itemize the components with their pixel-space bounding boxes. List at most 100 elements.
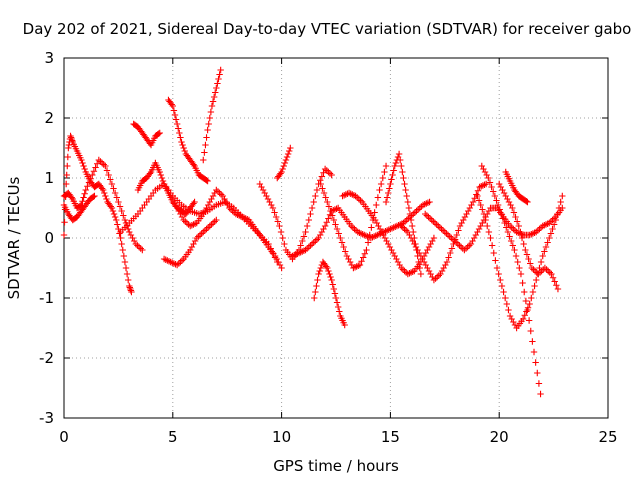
data-point <box>168 101 175 108</box>
data-point <box>530 348 538 356</box>
data-point <box>381 168 388 176</box>
series-arc16 <box>339 189 438 278</box>
data-point <box>349 191 356 198</box>
data-point <box>424 264 431 272</box>
data-point <box>111 213 119 221</box>
data-point <box>515 222 522 230</box>
data-point <box>481 168 489 176</box>
data-point <box>203 134 210 141</box>
data-point <box>329 281 336 288</box>
data-point <box>374 194 382 201</box>
data-point <box>451 237 458 245</box>
series-arc18 <box>398 180 490 284</box>
data-point <box>458 219 465 227</box>
data-point <box>357 197 364 204</box>
data-point <box>278 168 285 176</box>
data-point <box>504 228 512 236</box>
data-point <box>406 231 413 239</box>
data-point <box>79 159 86 167</box>
data-point <box>264 195 272 203</box>
data-point <box>443 258 451 266</box>
data-point <box>349 224 357 231</box>
data-point <box>519 315 527 323</box>
data-point <box>448 245 456 252</box>
data-point <box>156 168 163 176</box>
data-point <box>61 219 68 226</box>
data-point <box>132 240 140 248</box>
data-point <box>273 255 280 263</box>
data-point <box>429 237 436 245</box>
data-point <box>118 240 125 248</box>
data-point <box>108 180 116 188</box>
data-point <box>536 225 543 233</box>
data-point <box>480 210 488 218</box>
data-point <box>470 234 478 242</box>
data-point <box>315 234 322 242</box>
data-point <box>81 190 88 197</box>
data-point <box>279 165 286 173</box>
data-point <box>519 279 526 287</box>
data-point <box>204 201 212 209</box>
data-point <box>407 269 415 276</box>
data-point <box>456 222 464 230</box>
data-point <box>507 237 515 245</box>
data-point <box>486 179 494 186</box>
data-point <box>338 239 346 246</box>
series-arc8 <box>200 66 224 164</box>
data-point <box>216 189 223 197</box>
data-point <box>499 186 506 194</box>
data-point <box>107 203 114 210</box>
data-point <box>441 228 448 236</box>
data-point <box>532 276 540 284</box>
data-point <box>313 282 320 290</box>
data-point <box>518 234 526 242</box>
data-point <box>388 246 395 254</box>
data-point <box>510 225 517 233</box>
data-point <box>320 169 327 176</box>
data-point <box>209 219 217 227</box>
data-point <box>307 210 314 218</box>
data-point <box>351 225 358 233</box>
data-point <box>509 242 516 249</box>
data-point <box>382 162 390 170</box>
series-arc17 <box>382 150 425 278</box>
data-point <box>113 216 120 224</box>
data-point <box>539 252 546 260</box>
data-point <box>364 239 372 246</box>
data-point <box>466 242 473 249</box>
data-point <box>537 258 545 266</box>
data-point <box>498 282 506 290</box>
data-point <box>415 258 422 266</box>
data-point <box>448 234 455 242</box>
data-point <box>496 180 503 188</box>
data-point <box>345 255 352 263</box>
data-point <box>466 204 474 212</box>
data-point <box>118 207 125 215</box>
data-point <box>170 107 178 114</box>
data-point <box>217 66 224 74</box>
data-point <box>281 240 288 248</box>
data-point <box>98 159 106 167</box>
data-point <box>516 264 523 272</box>
data-point <box>177 134 184 141</box>
data-point <box>543 266 550 273</box>
data-point <box>508 315 515 323</box>
data-point <box>480 165 487 173</box>
data-point <box>256 180 264 188</box>
data-point <box>411 209 419 216</box>
data-point <box>330 216 338 224</box>
data-point <box>326 170 334 177</box>
data-point <box>358 258 365 265</box>
data-point <box>407 216 415 224</box>
data-point <box>321 222 329 230</box>
data-point <box>435 222 442 230</box>
data-point <box>259 186 267 194</box>
data-point <box>551 278 558 285</box>
data-point <box>461 213 469 221</box>
data-point <box>422 249 429 257</box>
data-point <box>375 222 382 230</box>
data-point <box>206 222 213 230</box>
data-point <box>432 275 439 282</box>
data-point <box>128 288 135 296</box>
data-point <box>346 258 354 266</box>
